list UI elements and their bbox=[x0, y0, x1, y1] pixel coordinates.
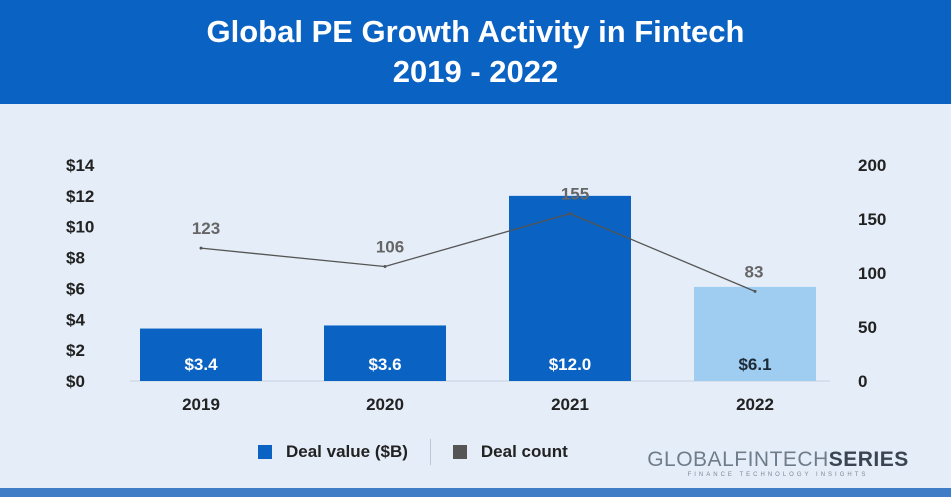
x-tick-label: 2019 bbox=[182, 395, 220, 414]
deal-count-point bbox=[568, 212, 572, 216]
legend-swatch-deal-count bbox=[452, 445, 467, 459]
y-right-tick-label: 0 bbox=[858, 372, 867, 391]
bar-value-label: $12.0 bbox=[549, 355, 592, 374]
chart-header: Global PE Growth Activity in Fintech 201… bbox=[0, 0, 951, 104]
deal-count-label: 106 bbox=[376, 238, 404, 257]
deal-count-label: 83 bbox=[745, 262, 764, 281]
deal-count-point bbox=[199, 246, 203, 250]
bar-value-label: $6.1 bbox=[738, 355, 771, 374]
y-right-tick-label: 200 bbox=[858, 156, 886, 175]
brand-name: GLOBALFINTECHSERIES bbox=[642, 449, 914, 471]
chart-legend: Deal value ($B) Deal count bbox=[258, 438, 568, 466]
deal-count-line bbox=[200, 212, 756, 292]
deal-count-point bbox=[753, 289, 757, 293]
combo-chart: $0 $2 $4 $6 $8 $10 $12 $14 0 50 100 150 200 $3.4 $3.6 $… bbox=[66, 156, 886, 414]
y-left-tick-label: $8 bbox=[66, 249, 85, 268]
y-left-tick-label: $0 bbox=[66, 372, 85, 391]
brand-name-bold: SERIES bbox=[828, 448, 909, 471]
y-right-tick-label: 100 bbox=[858, 264, 886, 283]
legend-label-deal-count: Deal count bbox=[480, 442, 568, 461]
chart-title: Global PE Growth Activity in Fintech bbox=[206, 14, 745, 49]
bottom-bar bbox=[0, 488, 951, 497]
y-right-tick-label: 50 bbox=[858, 318, 877, 337]
legend-swatch-deal-value bbox=[258, 445, 272, 459]
x-tick-label: 2022 bbox=[736, 395, 774, 414]
deal-count-label: 123 bbox=[192, 219, 220, 238]
brand-name-light: GLOBALFINTECH bbox=[647, 448, 829, 471]
bar bbox=[694, 286, 816, 381]
deal-count-label: 155 bbox=[561, 185, 589, 204]
bar bbox=[509, 195, 631, 381]
y-left-tick-label: $6 bbox=[66, 279, 85, 298]
legend-label-deal-value: Deal value ($B) bbox=[286, 442, 408, 461]
bar-value-label: $3.4 bbox=[184, 355, 218, 374]
y-left-tick-label: $2 bbox=[66, 341, 85, 360]
y-left-tick-label: $14 bbox=[66, 156, 95, 175]
x-tick-label: 2021 bbox=[551, 395, 589, 414]
brand-logo: GLOBALFINTECHSERIES FINANCE TECHNOLOGY I… bbox=[642, 449, 914, 479]
y-right-tick-label: 150 bbox=[858, 210, 886, 229]
y-left-tick-label: $4 bbox=[66, 310, 85, 329]
x-tick-label: 2020 bbox=[366, 395, 404, 414]
deal-count-point bbox=[383, 265, 387, 269]
bar bbox=[324, 325, 446, 381]
y-left-tick-label: $12 bbox=[66, 187, 94, 206]
chart-subtitle: 2019 - 2022 bbox=[392, 54, 559, 89]
y-left-tick-label: $10 bbox=[66, 218, 94, 237]
bar-value-label: $3.6 bbox=[368, 355, 401, 374]
brand-tagline: FINANCE TECHNOLOGY INSIGHTS bbox=[687, 472, 869, 478]
legend-separator bbox=[429, 439, 431, 465]
bar bbox=[140, 328, 262, 381]
